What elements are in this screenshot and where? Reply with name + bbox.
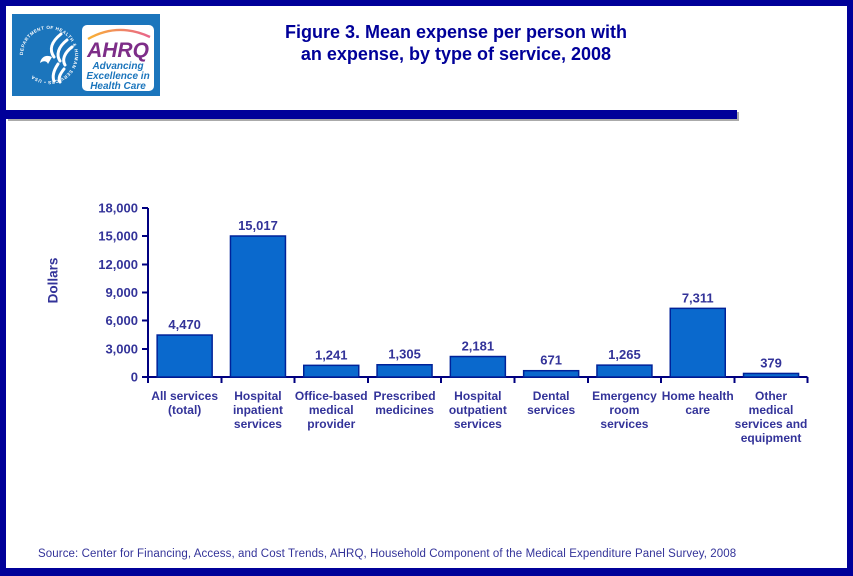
bar	[156, 334, 213, 378]
ahrq-tagline-line3: Health Care	[90, 81, 146, 92]
figure-title-line1: Figure 3. Mean expense per person with	[284, 22, 628, 42]
bar-value-label: 15,017	[238, 218, 278, 233]
logo-white-panel	[82, 25, 154, 91]
bar-value-label: 4,470	[168, 317, 201, 332]
bar-value-label: 1,241	[315, 347, 348, 362]
y-tick-label: 15,000	[98, 229, 138, 244]
bar-chart-svg: 0 3,000 6,000 9,000 12,000 15,000 18,000 4,470 1…	[98, 201, 809, 385]
category-label: Other medical services and equipment	[734, 389, 808, 445]
category-label: Prescribed medicines	[373, 389, 436, 417]
bar-value-label: 7,311	[682, 290, 714, 305]
bar-value-label: 1,305	[388, 347, 421, 362]
bar-value-label: 1,265	[608, 347, 641, 362]
bar	[449, 355, 507, 378]
bar	[742, 372, 800, 378]
figure-title: Figure 3. Mean expense per person with a…	[246, 21, 666, 65]
bar	[669, 307, 726, 378]
bar-value-label: 2,181	[462, 339, 495, 354]
category-label: Office‑based medical provider	[294, 389, 368, 431]
ahrq-hhs-logo: DEPARTMENT OF HEALTH & HUMAN SERVICES • …	[12, 14, 160, 96]
logo-svg: DEPARTMENT OF HEALTH & HUMAN SERVICES • …	[12, 14, 160, 96]
category-label: All services (total)	[151, 389, 218, 417]
y-tick-label: 12,000	[98, 257, 138, 272]
bar	[303, 364, 360, 378]
hhs-eagle-icon	[49, 32, 74, 84]
category-label: Dental services	[527, 389, 576, 417]
bar	[376, 363, 433, 378]
bar	[596, 364, 653, 378]
category-label: Hospital outpatient services	[448, 389, 507, 431]
y-tick-label: 18,000	[98, 201, 138, 216]
y-tick-label: 9,000	[105, 285, 138, 300]
figure-title-line2: an expense, by type of service, 2008	[300, 44, 612, 64]
y-tick-label: 6,000	[105, 313, 138, 328]
category-label: Emergency room services	[592, 389, 657, 431]
bar	[229, 235, 287, 378]
hhs-eagle-head	[40, 55, 52, 64]
bar-chart: Dollars 0 3,000 6,000 9,000 12,000 15,000 18,0…	[40, 195, 830, 485]
category-label: Home health care	[661, 389, 734, 417]
bar-value-label: 379	[760, 355, 782, 370]
ahrq-arc-icon	[87, 28, 151, 41]
ahrq-tagline-line1: Advancing	[91, 61, 143, 72]
ahrq-tagline-line2: Excellence in	[86, 71, 149, 82]
y-tick-label: 0	[131, 370, 138, 385]
ahrq-acronym: AHRQ	[86, 39, 149, 62]
bar-value-label: 671	[540, 353, 562, 368]
source-note: Source: Center for Financing, Access, an…	[38, 548, 737, 560]
header-divider-bar	[6, 110, 737, 119]
category-label: Hospital inpatient services	[232, 389, 283, 431]
bar	[522, 369, 580, 378]
y-tick-label: 3,000	[105, 341, 138, 356]
x-axis-category-labels: All services (total) Hospital inpatient s…	[148, 389, 808, 445]
